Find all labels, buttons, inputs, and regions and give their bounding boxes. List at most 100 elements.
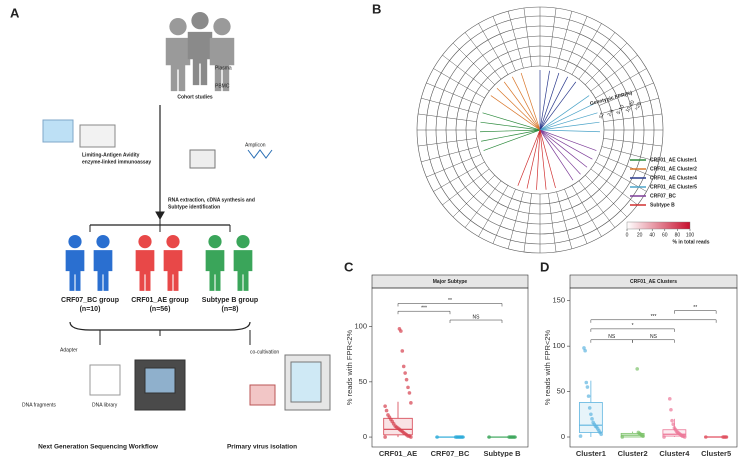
heatmap-cell-edge	[492, 16, 516, 71]
workflow-label: Plasma	[215, 65, 232, 71]
person-head	[68, 235, 82, 249]
data-point	[635, 367, 640, 371]
person-body	[93, 250, 113, 291]
data-point	[397, 327, 402, 331]
significance-bracket	[590, 339, 633, 343]
heatmap-cell-edge	[595, 68, 647, 99]
data-point	[403, 371, 407, 375]
people-icons	[65, 11, 253, 291]
heatmap-cell-edge	[585, 42, 628, 85]
data-point	[400, 349, 405, 353]
heatmap-cell-edge	[418, 138, 477, 147]
ring-label: 2-5	[607, 108, 616, 117]
significance-label: NS	[473, 314, 481, 320]
heatmap-cell-edge	[599, 82, 654, 106]
workflow-label: co-cultivation	[250, 349, 279, 355]
workflow-label: Primary virus isolation	[227, 444, 297, 451]
heatmap-cell-edge	[603, 138, 662, 147]
data-point	[589, 412, 593, 417]
heatmap-cell-edge	[599, 154, 654, 178]
data-point	[409, 401, 413, 405]
colorbar-tick-label: 40	[649, 232, 655, 238]
workflow-label: DNA library	[92, 402, 118, 408]
data-point	[582, 346, 586, 350]
ring-label: >20	[634, 101, 644, 112]
heatmap-cell-edge	[571, 185, 602, 237]
data-point	[590, 417, 594, 421]
workflow-label: PBMC	[215, 83, 230, 89]
data-point	[487, 435, 491, 439]
data-point	[591, 420, 595, 425]
x-tick-label: Cluster5	[701, 449, 731, 457]
workflow-label: enzyme-linked immunoassay	[82, 159, 151, 165]
data-point	[721, 435, 725, 439]
ring-label: 10-20	[625, 99, 637, 113]
workflow-label: Amplicon	[245, 142, 266, 148]
data-point	[672, 426, 677, 430]
heatmap-cell-edge	[478, 185, 509, 237]
ring-label: 5-10	[616, 104, 626, 116]
group-label: (n=10)	[80, 306, 101, 313]
heatmap-cell-edge	[442, 54, 490, 92]
legend-label: Subtype B	[650, 202, 675, 208]
tree-branch	[526, 129, 541, 189]
workflow-label: Subtype identification	[168, 204, 220, 210]
data-point	[383, 404, 387, 408]
group-label: (n=8)	[222, 306, 239, 313]
heatmap-cell-edge	[578, 32, 616, 80]
tree-branch	[539, 129, 556, 189]
data-point	[404, 377, 409, 382]
tree-branch	[539, 129, 547, 190]
heatmap-cell-edge	[452, 175, 495, 218]
heatmap-cell-edge	[571, 23, 602, 75]
panel-label: B	[372, 1, 381, 16]
heatmap-cell-edge	[507, 11, 524, 69]
legend-label: CRF07_BC	[650, 193, 676, 199]
tree-branch	[539, 76, 569, 131]
data-point	[383, 435, 387, 439]
person-body	[205, 250, 225, 291]
y-axis-label: % reads with FPR<2%	[543, 330, 552, 406]
tree-branch	[480, 129, 541, 133]
plot-frame	[569, 287, 738, 448]
tree-branch	[536, 129, 541, 190]
tree-branch	[503, 81, 541, 131]
colorbar-tick-label: 0	[626, 232, 629, 238]
y-tick-label: 100	[354, 322, 367, 331]
panel-label: D	[540, 259, 549, 274]
tree-branch	[539, 129, 600, 133]
workflow-diagram	[42, 105, 331, 411]
significance-label: *	[632, 323, 634, 329]
person-head	[96, 235, 110, 249]
person-body	[163, 250, 183, 291]
heatmap-cell-edge	[433, 68, 485, 99]
data-point	[583, 348, 587, 353]
tree-branch	[496, 87, 541, 131]
heatmap-cell-edge	[433, 161, 485, 192]
data-point	[406, 385, 410, 390]
group-label: CRF01_AE group	[131, 297, 189, 304]
data-point	[636, 430, 641, 435]
heatmap-cell-edge	[507, 191, 524, 249]
data-point	[585, 385, 590, 389]
panel-label: A	[10, 5, 20, 20]
data-point	[703, 435, 708, 439]
chart-title: Major Subtype	[433, 279, 468, 285]
significance-bracket	[590, 328, 675, 332]
person-body	[135, 250, 155, 291]
colorbar-tick-label: 20	[637, 232, 643, 238]
data-point	[386, 413, 390, 417]
heatmap-cell-edge	[601, 97, 659, 114]
group-label: CRF07_BC group	[61, 297, 119, 304]
heatmap-cell-edge	[578, 180, 616, 228]
significance-label: NS	[650, 334, 658, 340]
group-label: Subtype B group	[202, 297, 258, 304]
significance-bracket	[397, 310, 451, 315]
heatmap-cell-edge	[556, 11, 573, 69]
y-tick-label: 0	[363, 432, 367, 441]
y-tick-label: 50	[557, 387, 565, 396]
ring-label: ≤2	[598, 112, 606, 120]
tree-branch	[490, 95, 541, 131]
colorbar	[626, 221, 691, 230]
